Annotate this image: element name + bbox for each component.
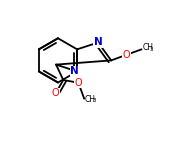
Text: N: N <box>94 37 102 48</box>
Text: O: O <box>123 50 130 60</box>
Text: CH: CH <box>85 95 96 104</box>
Text: 3: 3 <box>92 98 96 103</box>
Text: O: O <box>52 88 59 98</box>
Text: 3: 3 <box>150 47 153 52</box>
Text: N: N <box>70 66 79 77</box>
Text: CH: CH <box>142 44 153 53</box>
Text: O: O <box>75 78 82 88</box>
